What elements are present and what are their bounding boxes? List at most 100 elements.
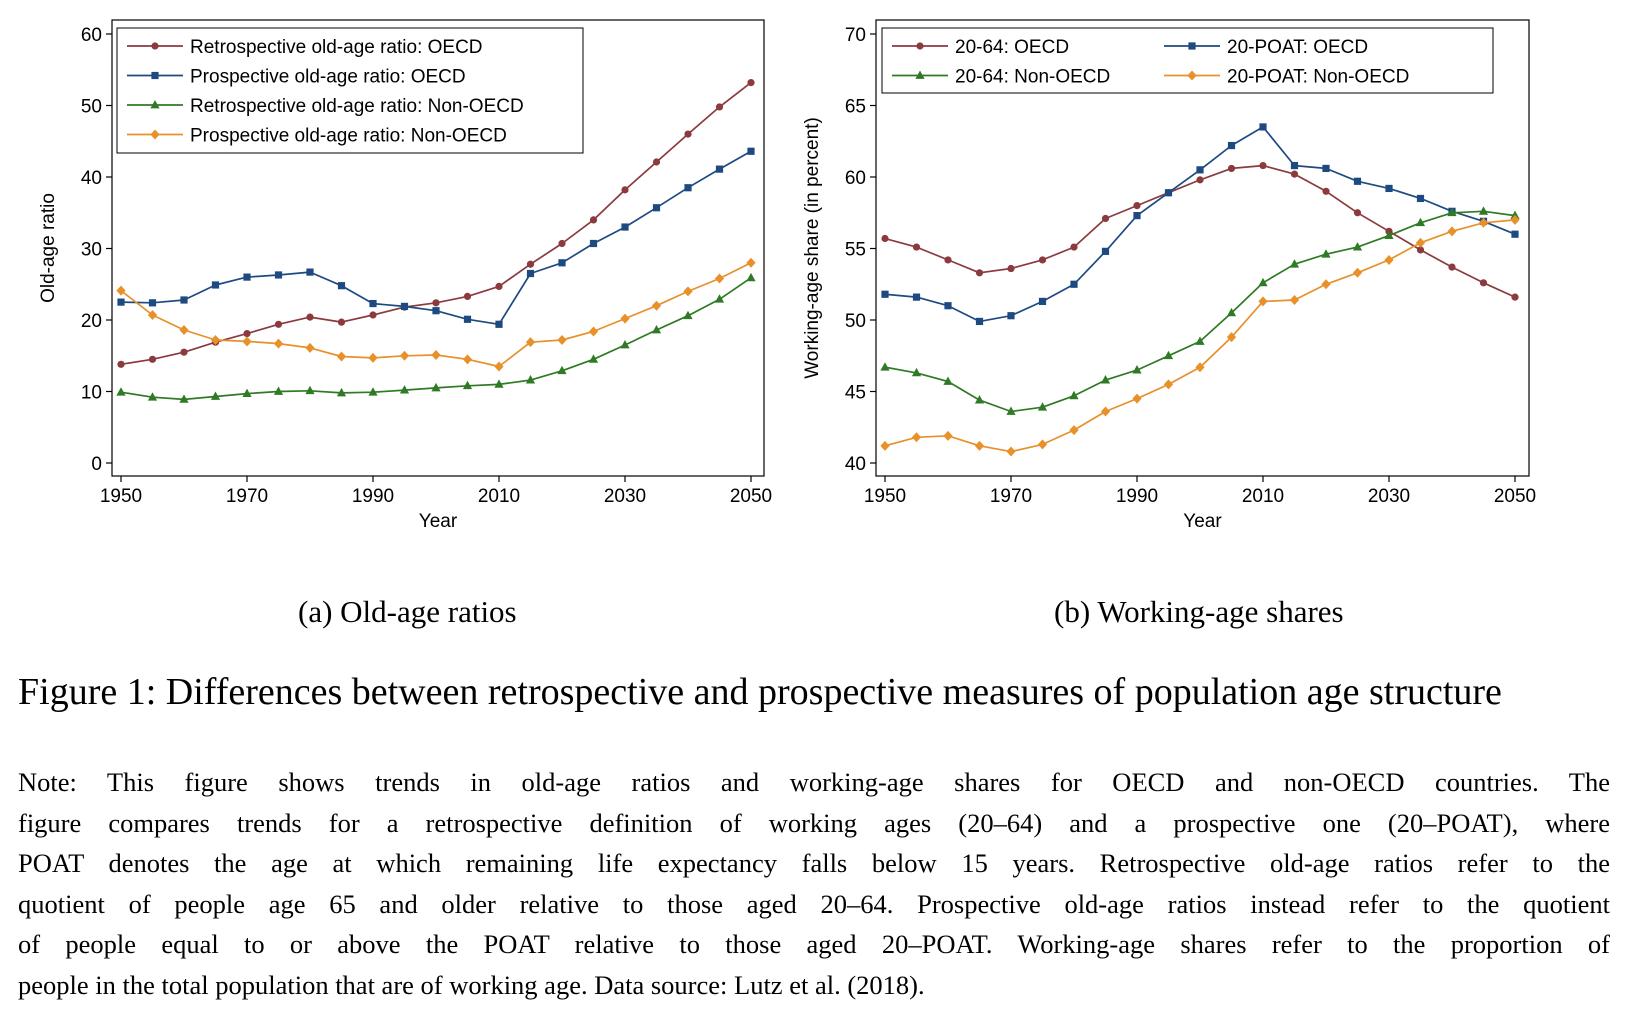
data-point [494, 379, 504, 388]
data-point [211, 281, 220, 289]
legend-item: Retrospective old-age ratio: Non-OECD [127, 96, 524, 117]
data-point [620, 340, 630, 349]
legend-marker [1187, 70, 1197, 81]
legend-marker [1188, 42, 1196, 50]
y-tick-label: 40 [845, 454, 866, 475]
chart-panel-b: 40 45 50 55 60 65 70 1950 1970 1990 2010 2030 2050 Ye… [802, 19, 1536, 532]
data-point [1070, 280, 1078, 288]
x-tick-label: 2010 [478, 486, 520, 507]
data-point [1259, 161, 1267, 170]
data-point [1037, 439, 1048, 450]
data-point [1479, 279, 1488, 287]
data-point [1101, 247, 1110, 255]
x-axis-title: Year [419, 511, 458, 532]
data-point [462, 380, 473, 390]
data-point [147, 392, 158, 401]
data-point [117, 298, 125, 306]
data-point [1037, 402, 1048, 411]
data-point [431, 350, 441, 361]
data-point [943, 376, 953, 385]
legend: 20-64: OECD 20-POAT: OECD 20-64: Non-OECD 2… [881, 27, 1494, 94]
y-tick-label: 60 [845, 168, 866, 189]
data-point [1006, 406, 1016, 415]
data-point [975, 317, 984, 326]
data-point [369, 299, 377, 308]
data-point [1101, 214, 1110, 223]
note-line: people in the total population that are … [18, 969, 925, 1000]
data-point [1007, 264, 1015, 273]
data-point [652, 158, 661, 166]
data-point [1511, 293, 1519, 301]
x-tick-label: 1970 [990, 486, 1032, 507]
data-point [1510, 214, 1520, 225]
data-point [1353, 177, 1362, 185]
data-point [1353, 209, 1362, 217]
data-point [148, 299, 157, 307]
data-point [495, 282, 503, 290]
data-point [1069, 425, 1079, 436]
data-point [1448, 263, 1456, 271]
data-point [1259, 123, 1267, 131]
data-point [715, 103, 724, 111]
legend-box [881, 27, 1494, 94]
legend-item: Prospective old-age ratio: OECD [127, 67, 466, 88]
data-point [683, 310, 693, 320]
data-point [589, 216, 598, 224]
legend-item: 20-64: OECD [892, 37, 1069, 58]
data-point [243, 273, 251, 281]
data-point [1163, 379, 1174, 390]
data-point [180, 296, 188, 304]
data-point [1416, 246, 1425, 254]
series-3 [880, 206, 1520, 415]
data-point [1511, 230, 1519, 238]
data-point [1100, 406, 1111, 417]
data-point [368, 352, 378, 363]
data-point [148, 355, 157, 363]
data-point [1416, 194, 1425, 203]
series-line [120, 150, 752, 326]
series-2 [881, 123, 1519, 326]
data-point [274, 271, 283, 279]
series-3 [116, 272, 756, 403]
data-point [880, 362, 890, 371]
x-tick-label: 2030 [604, 486, 646, 507]
data-point [179, 394, 189, 403]
data-point [588, 354, 599, 363]
note-line: quotient of people age 65 and older rela… [18, 888, 1610, 919]
legend-label: Retrospective old-age ratio: Non-OECD [190, 96, 524, 117]
legend-item: Retrospective old-age ratio: OECD [127, 37, 483, 58]
data-point [179, 325, 189, 336]
data-point [495, 320, 503, 328]
series-1 [881, 161, 1519, 301]
data-point [1196, 166, 1204, 174]
data-point [1478, 217, 1489, 228]
data-point [147, 309, 158, 320]
data-point [525, 375, 536, 384]
data-point [1447, 207, 1457, 217]
data-point [1227, 164, 1236, 173]
legend-label: Prospective old-age ratio: OECD [190, 67, 466, 88]
data-point [1195, 336, 1205, 345]
data-point [463, 315, 472, 323]
data-point [1289, 259, 1300, 268]
y-tick-label: 30 [81, 240, 102, 261]
data-point [651, 300, 662, 311]
data-point [273, 386, 284, 395]
x-tick-label: 2010 [1242, 486, 1284, 507]
data-point [1100, 375, 1111, 384]
y-tick-label: 45 [845, 383, 866, 404]
data-point [526, 269, 535, 278]
y-tick-label: 10 [81, 383, 102, 404]
data-point [525, 337, 536, 348]
legend-marker [916, 42, 924, 50]
data-point [1070, 243, 1078, 251]
data-point [306, 268, 314, 276]
series-line [884, 219, 1516, 453]
figure-caption: Figure 1: Differences between retrospect… [18, 671, 1502, 713]
data-point [1007, 312, 1015, 320]
panel-b-caption: (b) Working-age shares [1054, 594, 1344, 629]
data-point [180, 348, 188, 356]
data-point [210, 335, 221, 346]
x-tick-label: 1950 [864, 486, 906, 507]
data-point [1290, 161, 1299, 170]
